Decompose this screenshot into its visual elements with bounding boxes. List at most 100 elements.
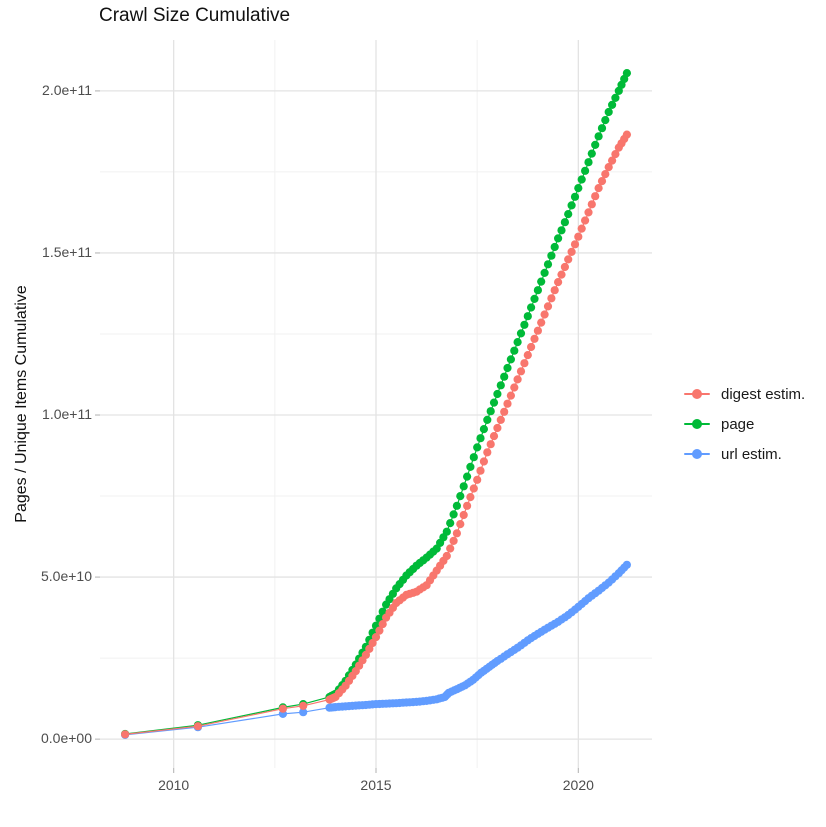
point-swatch-icon — [692, 389, 702, 399]
data-point-page — [483, 415, 492, 424]
data-point-digest-estim — [506, 391, 515, 400]
data-point-digest-estim — [469, 484, 478, 493]
data-point-page — [594, 132, 603, 141]
data-point-digest-estim — [581, 216, 590, 225]
data-point-digest-estim — [193, 722, 202, 731]
legend-label: digest estim. — [721, 385, 806, 403]
legend-key-url-estim — [684, 447, 710, 461]
legend-key-digest-estim — [684, 387, 710, 401]
legend: digest estim. page url estim. — [684, 379, 805, 469]
y-axis-title: Pages / Unique Items Cumulative — [13, 285, 30, 523]
legend-item-page: page — [684, 409, 805, 439]
point-swatch-icon — [692, 419, 702, 429]
axis-ticks — [95, 90, 579, 773]
data-point-digest-estim — [121, 730, 130, 739]
x-tick-label: 2010 — [158, 777, 190, 793]
data-point-page — [530, 294, 539, 303]
data-point-digest-estim — [604, 163, 613, 172]
data-point-digest-estim — [496, 415, 505, 424]
data-point-page — [537, 277, 546, 286]
data-point-digest-estim — [574, 232, 583, 241]
data-point-page — [449, 510, 458, 519]
data-point-digest-estim — [466, 493, 475, 502]
data-point-page — [611, 93, 620, 102]
data-point-digest-estim — [587, 200, 596, 209]
data-point-digest-estim — [442, 551, 451, 561]
data-point-digest-estim — [371, 633, 381, 642]
data-point-digest-estim — [608, 156, 617, 165]
data-point-page — [442, 527, 451, 536]
data-point-page — [564, 210, 573, 219]
data-point-page — [587, 149, 596, 158]
data-point-digest-estim — [533, 326, 543, 335]
data-point-digest-estim — [513, 375, 522, 384]
data-point-digest-estim — [584, 208, 593, 217]
data-point-page — [513, 338, 522, 347]
data-point-digest-estim — [452, 529, 461, 538]
data-point-digest-estim — [378, 620, 387, 629]
data-point-digest-estim — [527, 342, 536, 352]
data-point-digest-estim — [476, 466, 485, 475]
data-point-digest-estim — [523, 351, 532, 360]
data-point-digest-estim — [577, 224, 586, 233]
data-point-page — [486, 407, 495, 416]
data-point-page — [570, 192, 580, 201]
data-point-page — [520, 320, 529, 329]
data-point-digest-estim — [560, 262, 570, 272]
y-tick-label: 0.0e+00 — [41, 730, 92, 747]
grid-major — [100, 40, 652, 768]
legend-label: url estim. — [721, 445, 782, 463]
legend-item-digest-estim: digest estim. — [684, 379, 805, 409]
data-point-page — [527, 303, 536, 312]
data-point-digest-estim — [503, 399, 512, 408]
legend-item-url-estim: url estim. — [684, 439, 805, 469]
data-point-digest-estim — [500, 407, 509, 416]
point-swatch-icon — [692, 449, 702, 459]
data-point-digest-estim — [611, 150, 620, 159]
data-point-page — [523, 312, 532, 321]
data-point-digest-estim — [473, 475, 482, 484]
data-point-page — [581, 166, 590, 175]
data-point-digest-estim — [493, 423, 502, 433]
data-point-digest-estim — [550, 286, 559, 295]
data-point-page — [547, 251, 556, 260]
data-point-page — [446, 519, 455, 528]
data-point-digest-estim — [510, 383, 519, 392]
data-point-digest-estim — [537, 318, 546, 327]
data-point-digest-estim — [594, 184, 603, 193]
data-point-page — [489, 398, 499, 407]
data-point-digest-estim — [564, 255, 573, 264]
data-point-digest-estim — [483, 448, 492, 457]
data-point-page — [452, 501, 461, 510]
data-point-page — [496, 381, 505, 390]
data-point-page — [543, 260, 553, 269]
data-point-digest-estim — [557, 270, 566, 279]
data-point-url-estim — [622, 560, 632, 569]
data-point-digest-estim — [567, 247, 576, 256]
data-point-page — [554, 234, 563, 243]
data-point-digest-estim — [601, 170, 610, 179]
data-point-page — [473, 443, 482, 452]
legend-key-page — [684, 417, 710, 431]
data-point-page — [469, 453, 478, 462]
data-point-page — [584, 158, 593, 167]
series-digest-estim — [121, 130, 632, 739]
data-point-page — [557, 226, 566, 235]
data-point-digest-estim — [486, 440, 495, 449]
data-point-digest-estim — [543, 302, 553, 311]
data-point-page — [597, 124, 607, 133]
data-point-digest-estim — [554, 278, 563, 287]
data-point-page — [574, 184, 583, 193]
data-point-page — [516, 329, 526, 338]
x-tick-label: 2015 — [360, 777, 392, 793]
data-point-digest-estim — [479, 457, 488, 466]
data-point-page — [500, 372, 509, 381]
data-point-digest-estim — [530, 334, 539, 343]
data-point-digest-estim — [278, 704, 287, 713]
data-point-page — [591, 140, 600, 149]
data-point-digest-estim — [520, 359, 529, 368]
data-point-page — [479, 425, 488, 434]
data-point-digest-estim — [463, 501, 472, 510]
